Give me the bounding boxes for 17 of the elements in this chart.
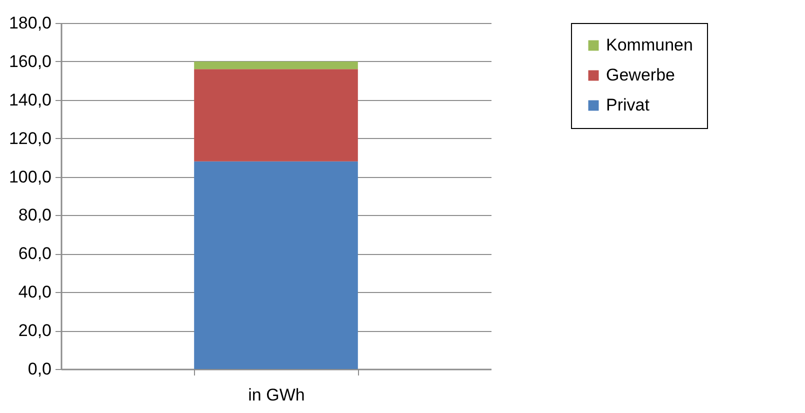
bar — [194, 61, 358, 70]
y-tick-label: 140,0 — [8, 90, 52, 110]
y-tick-label: 40,0 — [18, 282, 52, 302]
y-tick-label: 100,0 — [8, 167, 52, 186]
legend-label: Privat — [606, 96, 650, 114]
legend-label: Kommunen — [606, 36, 693, 54]
y-tick-label: 160,0 — [8, 52, 52, 71]
y-tick-label: 60,0 — [18, 244, 52, 264]
y-tick-label: 80,0 — [18, 206, 52, 225]
y-tick-label: 180,0 — [8, 14, 52, 32]
y-tick-label: 0,0 — [28, 360, 52, 378]
bar — [194, 69, 358, 162]
legend-label: Gewerbe — [606, 66, 675, 84]
bar — [194, 161, 358, 369]
y-tick-label: 120,0 — [8, 128, 52, 148]
x-tick-label: in GWh — [248, 386, 305, 404]
y-tick-label: 20,0 — [18, 321, 52, 340]
